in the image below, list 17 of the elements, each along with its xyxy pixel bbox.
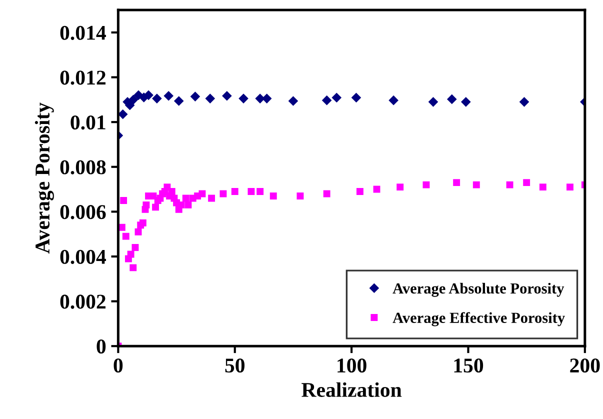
legend-label: Average Effective Porosity [392, 312, 565, 326]
y-tick-label: 0.002 [60, 294, 106, 309]
x-tick-label: 0 [114, 358, 123, 373]
y-tick-label: 0 [96, 339, 106, 354]
y-tick-label: 0.012 [60, 70, 106, 85]
y-tick-label: 0.004 [60, 250, 106, 264]
x-axis-title: Realization [302, 382, 402, 398]
y-tick-label: 0.014 [60, 26, 106, 40]
x-tick-label: 150 [454, 358, 484, 373]
legend-label: Average Absolute Porosity [392, 282, 564, 297]
x-tick-label: 200 [570, 358, 600, 373]
x-tick-label: 100 [338, 358, 366, 373]
y-tick-label: 0.008 [60, 160, 106, 174]
y-tick-label: 0.01 [70, 115, 106, 130]
y-tick-label: 0.006 [60, 205, 106, 220]
x-tick-label: 50 [225, 358, 244, 373]
y-axis-title: Average Porosity [34, 102, 54, 254]
